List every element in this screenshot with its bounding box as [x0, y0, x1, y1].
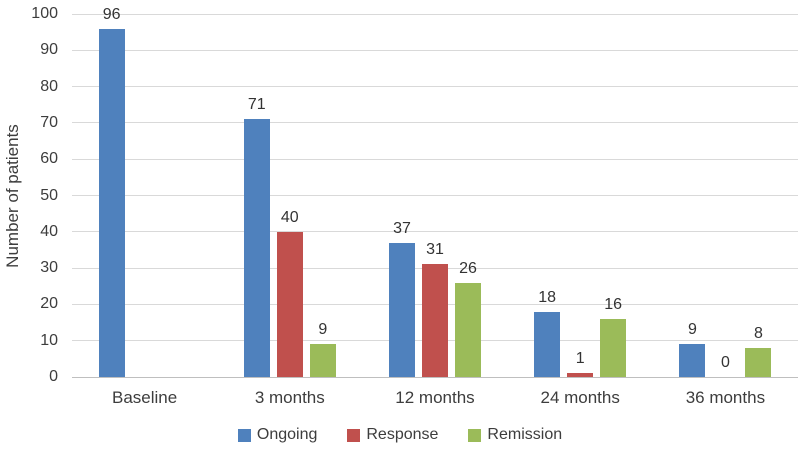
y-tick-label: 80 [40, 77, 58, 95]
legend-swatch-icon [468, 428, 482, 442]
y-tick-label: 40 [40, 222, 58, 240]
bar-ongoing [243, 119, 270, 377]
bar-ongoing [389, 242, 415, 377]
x-tick-label: 36 months [685, 388, 766, 407]
bar-value-label: 96 [102, 5, 121, 23]
bar-group: 18 1 16 [534, 14, 627, 377]
legend-item-ongoing: Ongoing [237, 426, 318, 444]
y-tick-label: 90 [40, 41, 58, 59]
bar-remission [745, 347, 772, 377]
bar-value-label: 26 [459, 259, 477, 277]
bar-value-label: 9 [318, 321, 328, 339]
bar-value-label: 37 [393, 219, 411, 237]
bar-group: 9 0 8 [679, 14, 772, 377]
bar-response [422, 264, 448, 377]
bar-ongoing [534, 311, 561, 377]
legend-label: Ongoing [256, 426, 318, 443]
y-gridline [72, 49, 798, 51]
bar-response [567, 373, 594, 377]
bar-remission [455, 282, 481, 377]
bar-response [276, 231, 303, 377]
legend-item-response: Response [347, 426, 438, 444]
y-tick-label: 70 [40, 113, 58, 131]
y-gridline [72, 231, 798, 233]
bar-value-label: 9 [687, 321, 697, 339]
legend: Ongoing Response Remission [0, 426, 800, 444]
bar-value-label: 71 [247, 96, 266, 114]
y-tick-label: 10 [40, 331, 58, 349]
y-tick-label: 0 [49, 368, 58, 385]
x-tick-label: 12 months [395, 388, 475, 407]
y-tick-label: 30 [40, 259, 58, 277]
x-tick-label: Baseline [111, 388, 178, 407]
bar-ongoing [98, 28, 125, 377]
y-gridline [72, 122, 798, 124]
bar-value-label: 31 [426, 241, 444, 259]
y-tick-label: 50 [40, 186, 58, 204]
y-gridline [72, 13, 798, 15]
legend-label: Remission [487, 426, 563, 443]
legend-swatch-icon [347, 428, 361, 442]
y-tick-label: 20 [40, 295, 58, 313]
bar-value-label: 18 [538, 288, 557, 306]
y-gridline [72, 86, 798, 88]
bar-group: 96 [98, 6, 191, 377]
y-gridline [72, 158, 798, 160]
y-tick-label: 100 [31, 5, 58, 22]
bar-ongoing [679, 344, 706, 377]
bar-value-label: 0 [720, 354, 730, 371]
legend-label: Response [366, 426, 439, 443]
bar-group: 37 31 26 [389, 14, 481, 377]
x-tick-label: 3 months [254, 388, 325, 407]
x-axis-line [72, 376, 798, 378]
bar-value-label: 40 [280, 208, 299, 226]
bar-value-label: 8 [753, 324, 763, 342]
bar-value-label: 1 [575, 350, 585, 368]
legend-item-remission: Remission [468, 426, 562, 444]
x-tick-label: 24 months [540, 388, 620, 407]
y-tick-label: 60 [40, 150, 58, 168]
legend-swatch-icon [237, 428, 251, 442]
bar-value-label: 16 [604, 295, 623, 313]
bar-group: 71 40 9 [243, 14, 336, 377]
bar-remission [600, 318, 627, 377]
y-gridline [72, 195, 798, 196]
bar-remission [309, 344, 336, 377]
